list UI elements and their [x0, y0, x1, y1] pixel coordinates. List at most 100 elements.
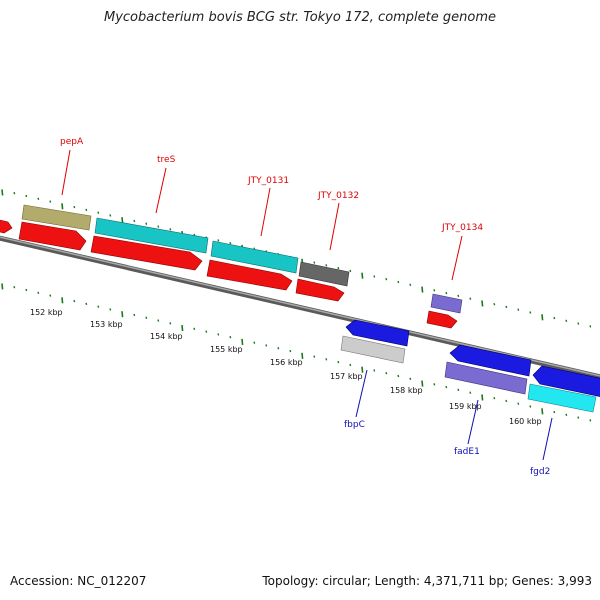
leader-line-pepA — [61, 149, 71, 196]
minor-tick — [277, 347, 280, 350]
major-tick — [61, 203, 64, 210]
gene-labels-bottom: fbpC fadE1 fgd2 — [344, 420, 550, 477]
gene-block-gray[interactable] — [298, 261, 350, 287]
gene-block-purple[interactable] — [430, 293, 463, 314]
minor-tick — [349, 269, 352, 273]
minor-tick — [37, 291, 40, 294]
minor-tick — [529, 311, 532, 314]
gene-arrow-blue[interactable] — [449, 344, 532, 377]
minor-tick — [49, 294, 52, 297]
gene-arrow-red[interactable] — [295, 278, 345, 302]
gene-label-treS[interactable]: treS — [157, 155, 176, 165]
genome-title: Mycobacterium bovis BCG str. Tokyo 172, … — [104, 10, 496, 25]
minor-tick — [13, 286, 16, 289]
minor-tick — [565, 413, 568, 417]
minor-tick — [97, 211, 100, 214]
minor-tick — [325, 264, 328, 267]
gene-arrow-red[interactable] — [18, 221, 87, 251]
minor-tick — [445, 291, 448, 295]
leader-line-fbpC — [355, 369, 368, 418]
minor-tick — [85, 302, 88, 306]
leader-line-fgd2 — [542, 417, 553, 461]
kbp-label: 152 kbp — [30, 308, 63, 317]
minor-tick — [25, 288, 28, 292]
minor-tick — [445, 385, 448, 389]
gene-label-fadE1[interactable]: fadE1 — [454, 447, 480, 457]
gene-arrow-blue[interactable] — [345, 319, 410, 347]
major-tick — [421, 286, 424, 293]
minor-tick — [49, 200, 52, 203]
minor-tick — [589, 325, 592, 328]
gene-block-teal[interactable] — [94, 217, 209, 254]
minor-tick — [289, 349, 292, 353]
major-tick — [361, 366, 364, 373]
gene-label-JTY_0134[interactable]: JTY_0134 — [441, 223, 483, 233]
minor-tick — [25, 194, 28, 198]
minor-tick — [373, 275, 376, 278]
major-tick — [1, 283, 4, 290]
minor-tick — [157, 319, 160, 322]
kbp-label: 157 kbp — [330, 372, 363, 381]
gene-arrow-blue[interactable] — [532, 365, 600, 397]
gene-block-lightgray[interactable] — [340, 335, 406, 364]
minor-tick — [505, 305, 508, 309]
minor-tick — [409, 283, 412, 286]
minor-tick — [217, 333, 220, 336]
gene-label-JTY_0131[interactable]: JTY_0131 — [247, 176, 289, 186]
major-tick — [481, 300, 484, 307]
major-tick — [241, 338, 244, 346]
gene-label-JTY_0132[interactable]: JTY_0132 — [317, 191, 359, 201]
minor-tick — [169, 322, 172, 325]
gene-arrow-red[interactable] — [90, 235, 203, 271]
major-tick — [541, 408, 544, 415]
minor-tick — [397, 374, 400, 378]
minor-tick — [265, 344, 268, 347]
forward-strand-genes — [0, 204, 463, 329]
major-tick — [181, 324, 184, 332]
gene-block-teal[interactable] — [210, 240, 299, 274]
minor-tick — [457, 388, 460, 392]
minor-tick — [469, 391, 472, 394]
minor-tick — [145, 316, 148, 319]
kbp-label: 154 kbp — [150, 332, 183, 341]
gene-block-purple[interactable] — [444, 361, 528, 395]
minor-tick — [97, 305, 100, 308]
minor-tick — [589, 419, 592, 422]
gene-arrow-red[interactable] — [0, 219, 13, 234]
minor-tick — [313, 355, 316, 358]
leader-line-fadE1 — [467, 399, 479, 445]
minor-tick — [313, 261, 316, 264]
minor-tick — [505, 399, 508, 403]
minor-tick — [433, 289, 436, 292]
minor-tick — [229, 335, 232, 339]
minor-tick — [409, 377, 412, 380]
minor-tick — [109, 214, 112, 217]
minor-tick — [397, 280, 400, 284]
kbp-label: 153 kbp — [90, 320, 123, 329]
major-tick — [61, 297, 64, 304]
minor-tick — [145, 222, 148, 225]
minor-tick — [109, 308, 112, 311]
gene-block-cyan[interactable] — [527, 383, 597, 413]
minor-tick — [133, 219, 136, 223]
major-tick — [541, 314, 544, 321]
major-tick — [421, 380, 424, 387]
minor-tick — [73, 205, 76, 209]
gene-label-pepA[interactable]: pepA — [60, 137, 84, 147]
gene-label-fgd2[interactable]: fgd2 — [530, 467, 550, 477]
gene-arrow-red[interactable] — [206, 259, 293, 291]
gene-labels-top: pepA treS JTY_0131 JTY_0132 JTY_0134 — [60, 137, 483, 233]
minor-tick — [73, 299, 76, 303]
minor-tick — [469, 297, 472, 300]
minor-tick — [253, 341, 256, 344]
minor-tick — [193, 327, 196, 331]
gene-label-fbpC[interactable]: fbpC — [344, 420, 365, 430]
gene-arrow-red[interactable] — [426, 310, 458, 329]
tick-tracks — [1, 189, 592, 422]
minor-tick — [157, 225, 160, 228]
minor-tick — [529, 405, 532, 408]
gene-block-olive[interactable] — [21, 204, 92, 231]
kbp-label: 155 kbp — [210, 345, 243, 354]
minor-tick — [385, 372, 388, 375]
